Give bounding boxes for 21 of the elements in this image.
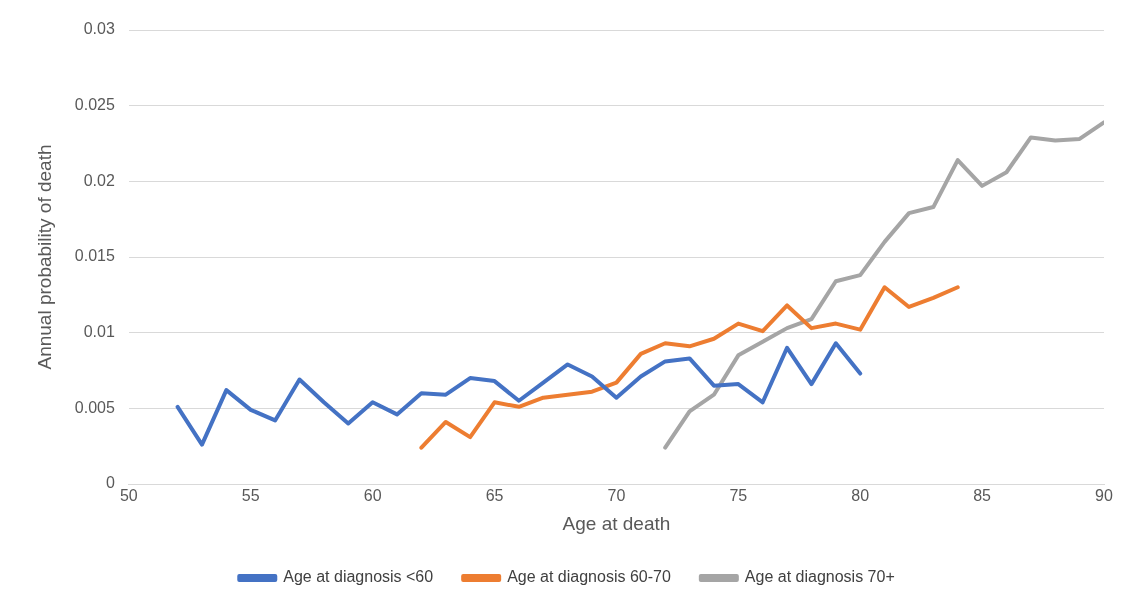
legend-label: Age at diagnosis 60-70 — [507, 568, 671, 586]
y-tick-label: 0.015 — [74, 247, 115, 265]
x-tick-label: 65 — [485, 487, 504, 505]
y-tick-label: 0.02 — [83, 171, 115, 189]
legend-label: Age at diagnosis <60 — [283, 568, 434, 586]
x-tick-label: 90 — [1095, 487, 1113, 505]
x-tick-label: 80 — [851, 487, 870, 505]
x-tick-label: 70 — [607, 487, 626, 505]
y-axis-title: Annual probability of death — [33, 144, 55, 370]
x-axis-title: Age at death — [562, 512, 671, 534]
y-tick-label: 0.025 — [74, 96, 115, 114]
x-tick-label: 75 — [729, 487, 748, 505]
y-tick-label: 0.03 — [83, 20, 115, 38]
y-tick-label: 0.01 — [83, 323, 115, 341]
x-tick-label: 55 — [241, 487, 260, 505]
x-tick-label: 50 — [119, 487, 138, 505]
x-tick-label: 60 — [363, 487, 382, 505]
y-tick-label: 0.005 — [74, 398, 115, 416]
x-tick-label: 85 — [973, 487, 992, 505]
y-tick-label: 0 — [105, 474, 115, 492]
legend-label: Age at diagnosis 70+ — [744, 568, 895, 586]
